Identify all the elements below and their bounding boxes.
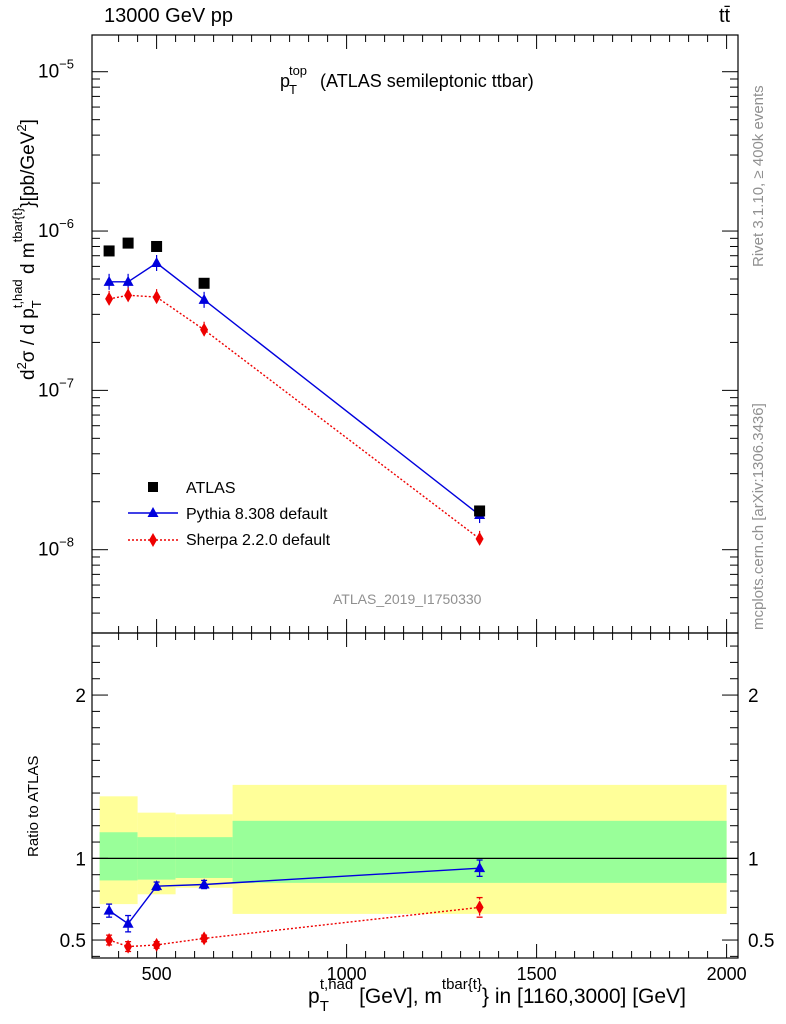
- header-left: 13000 GeV pp: [104, 5, 233, 27]
- y-tick-label: 10−5: [38, 57, 74, 83]
- pythia-point: [122, 275, 134, 286]
- atlas-point: [474, 505, 486, 517]
- y-tick-label: 10−8: [38, 535, 74, 561]
- watermark: ATLAS_2019_I1750330: [333, 591, 482, 607]
- legend-atlas-marker: [148, 482, 158, 492]
- pythia-ratio-point: [122, 917, 134, 928]
- sherpa-line: [108, 294, 481, 540]
- ratio-y-tick-label-right: 0.5: [748, 931, 774, 952]
- pythia-ratio-point: [474, 862, 486, 873]
- pythia-point: [103, 275, 115, 286]
- sherpa-ratio-point: [475, 900, 484, 915]
- x-axis-label: pTt,had [GeV], mtbar{t}} in [1160,3000] …: [308, 976, 686, 1015]
- legend-sherpa-label: Sherpa 2.2.0 default: [186, 532, 331, 549]
- pythia-point: [151, 257, 163, 268]
- pythia-line: [109, 262, 481, 516]
- sherpa-point: [200, 322, 209, 337]
- main-data: [103, 237, 486, 547]
- ratio-y-tick-label: 1: [75, 849, 86, 870]
- atlas-point: [198, 277, 210, 289]
- sherpa-ratio-point: [200, 931, 209, 946]
- x-tick-label: 2000: [707, 964, 747, 984]
- header-right: tt̄: [719, 5, 731, 27]
- sherpa-ratio-point: [152, 937, 161, 952]
- main-frame: [91, 34, 739, 634]
- main-y-axis-label: d2σ / d pTt,had d mtbar{t}}[pb/GeV2]: [10, 119, 44, 380]
- ratio-y-tick-label: 0.5: [60, 931, 86, 952]
- y-tick-label: 10−7: [38, 375, 74, 401]
- sherpa-ratio-point: [124, 939, 133, 954]
- legend-pythia-label: Pythia 8.308 default: [186, 506, 328, 523]
- atlas-point: [103, 245, 115, 257]
- legend-sherpa-marker: [149, 533, 157, 547]
- mcplots-label: mcplots.cern.ch [arXiv:1306.3436]: [750, 403, 767, 630]
- x-tick-label: 1500: [517, 964, 557, 984]
- ratio-data: [103, 859, 486, 954]
- sherpa-point: [475, 531, 484, 546]
- labels: 500 1000 1500 2000 10−8 10−7 10−6 10−5 0.5 0.5 1 1 2…: [38, 57, 774, 984]
- sherpa-point: [105, 291, 114, 306]
- pythia-ratio-point: [103, 904, 115, 915]
- legend-atlas-label: ATLAS: [186, 480, 236, 497]
- ratio-y-tick-label-right: 1: [748, 849, 759, 870]
- legend-pythia-marker: [147, 507, 159, 517]
- x-tick-label: 1000: [327, 964, 367, 984]
- y-tick-label: 10−6: [38, 216, 74, 242]
- inner-band-segment: [175, 837, 233, 878]
- atlas-point: [122, 237, 134, 249]
- sherpa-point: [124, 288, 133, 303]
- pythia-ratio-point: [198, 878, 210, 889]
- sherpa-point: [152, 290, 161, 305]
- legend: ATLAS Pythia 8.308 default Sherpa 2.2.0 …: [128, 480, 331, 549]
- atlas-point: [151, 240, 163, 252]
- inner-band-segment: [99, 832, 138, 881]
- pythia-point: [198, 293, 210, 304]
- ratio-y-axis-label: Ratio to ATLAS: [25, 756, 42, 857]
- svg-text:d2σ / d pTt,had d mtbar{t}}[p: d2σ / d pTt,had d mtbar{t}}[pb/GeV2]: [10, 119, 44, 380]
- main-frame-border: [91, 34, 739, 634]
- ratio-y-tick-label-right: 2: [748, 686, 759, 707]
- chart-title: pTtop (ATLAS semileptonic ttbar): [280, 63, 534, 97]
- sherpa-ratio-point: [105, 933, 114, 948]
- uncertainty-bands: [99, 784, 727, 914]
- ratio-y-tick-label: 2: [75, 686, 86, 707]
- pythia-ratio-point: [151, 880, 163, 891]
- x-tick-label: 500: [142, 964, 172, 984]
- rivet-label: Rivet 3.1.10, ≥ 400k events: [750, 85, 767, 267]
